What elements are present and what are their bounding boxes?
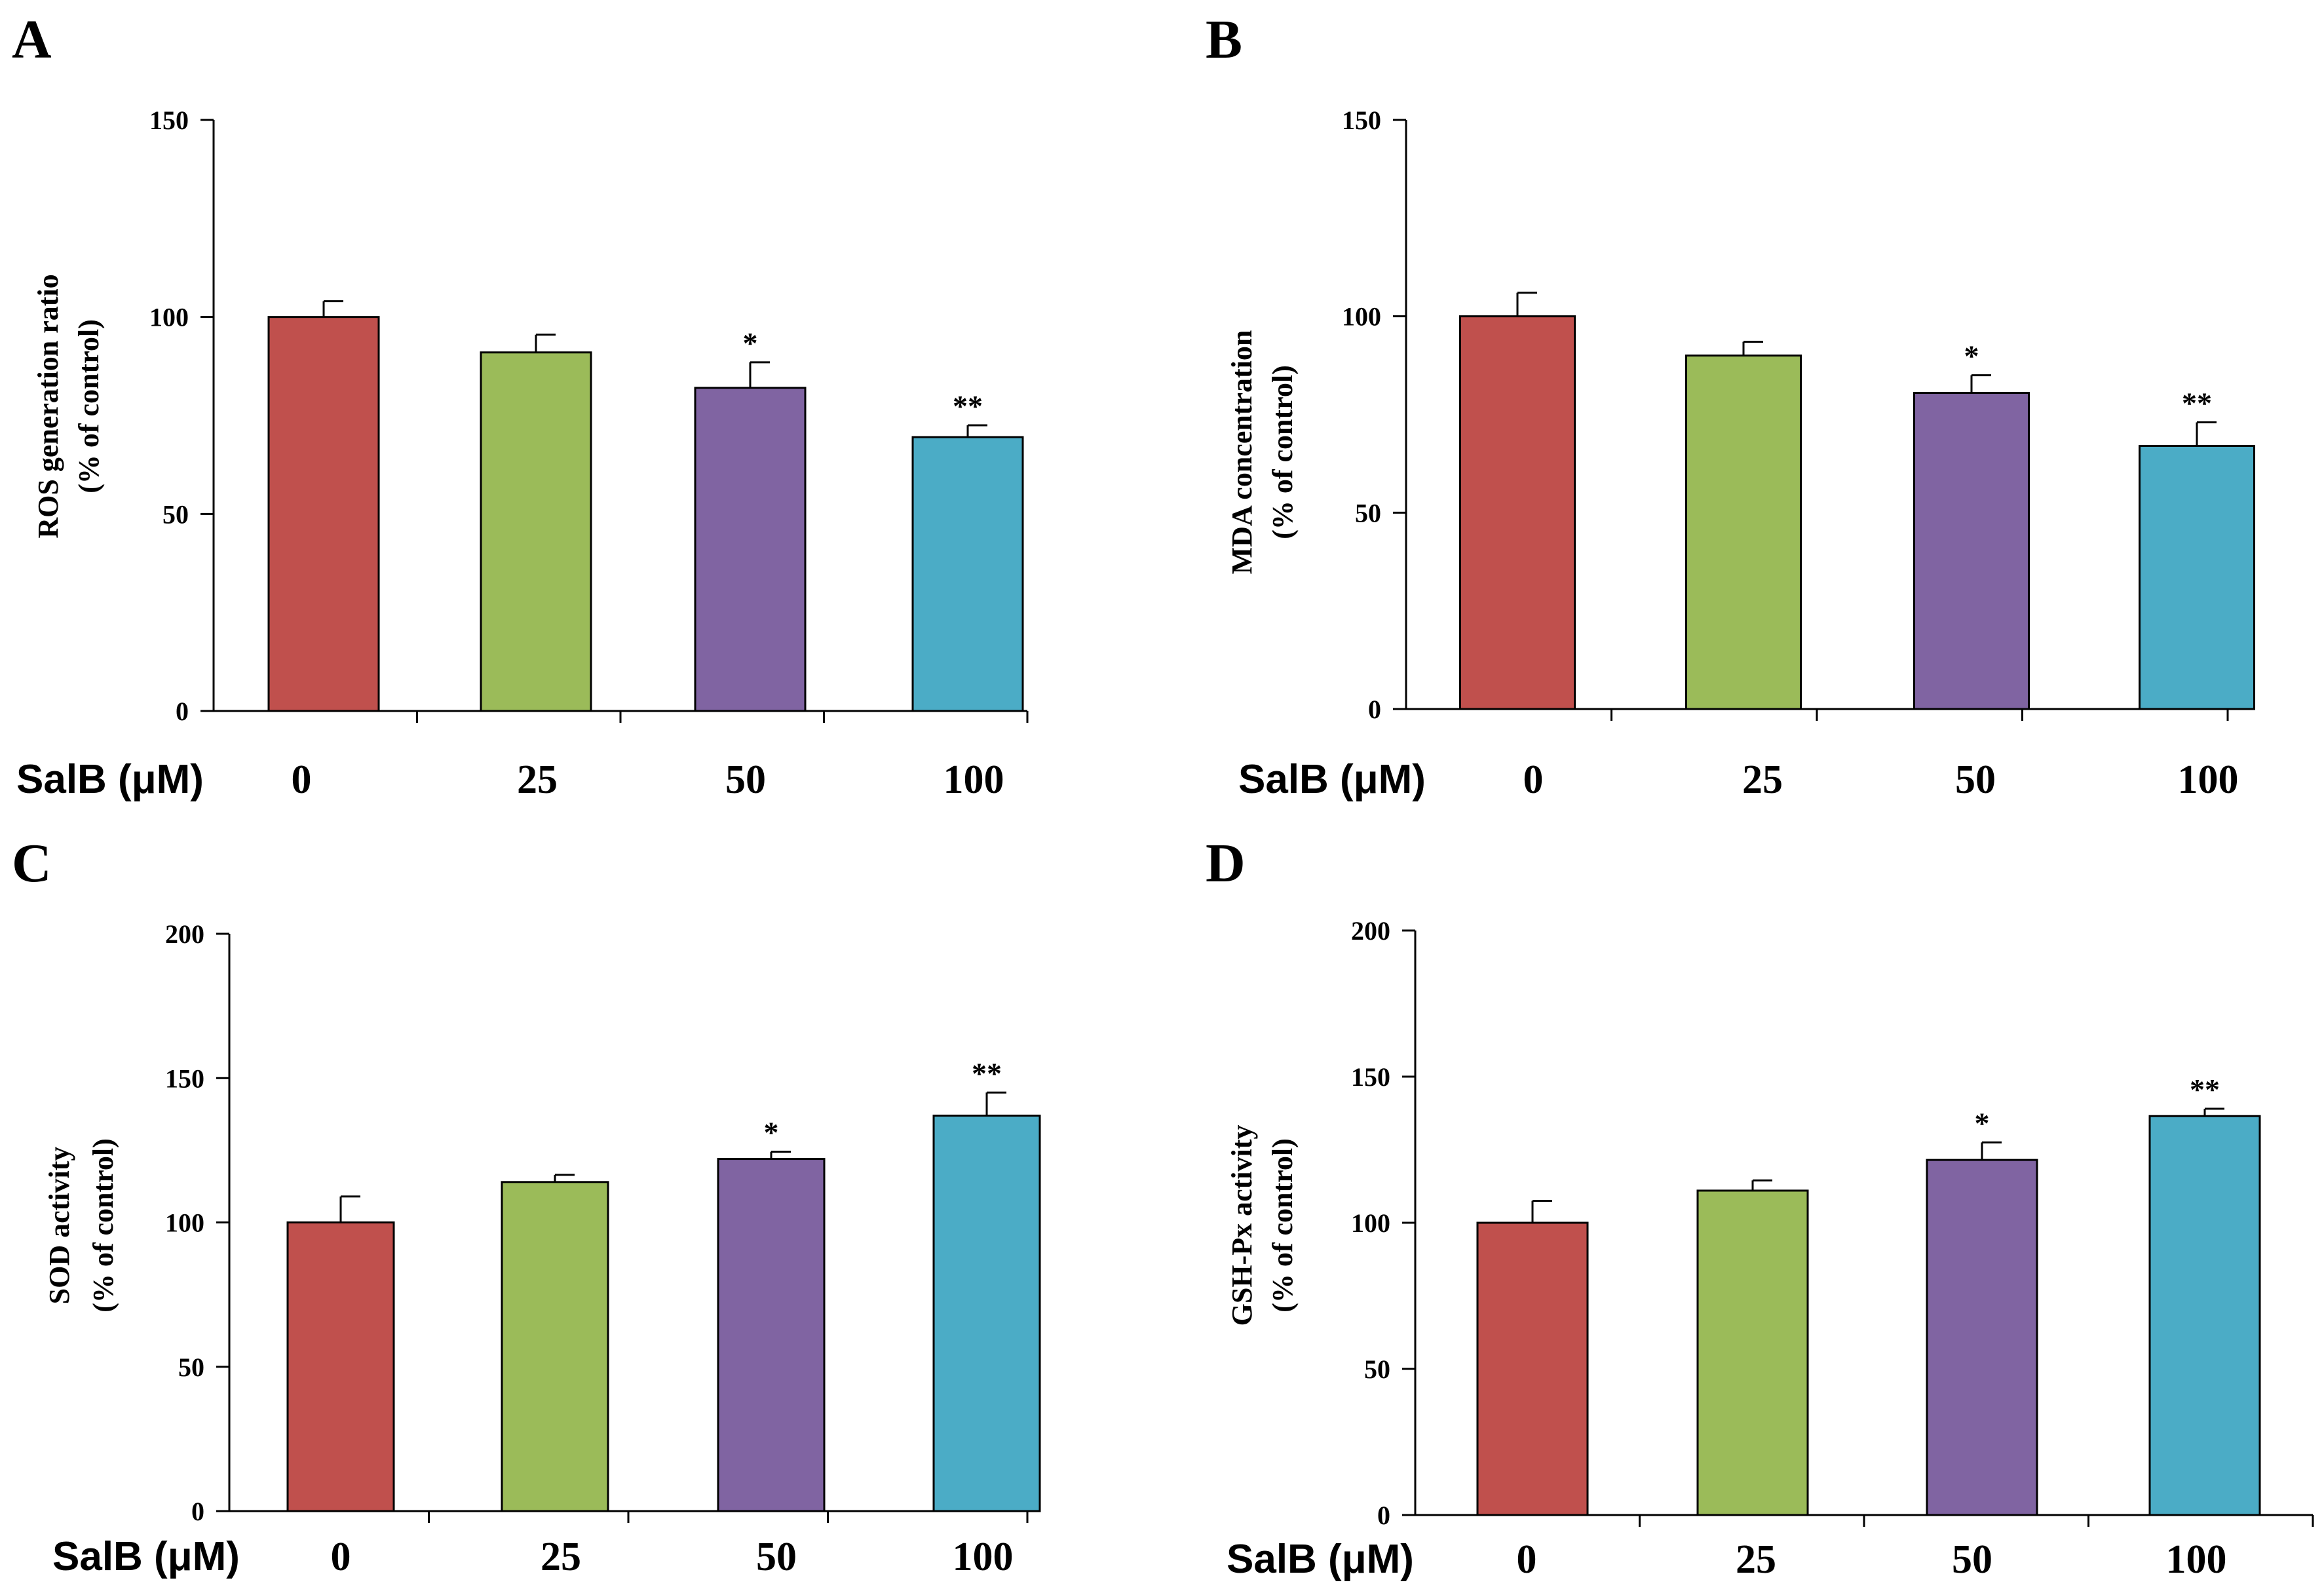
bar-25 bbox=[501, 1181, 609, 1512]
x-category-label: 0 bbox=[1523, 758, 1544, 802]
bar-0 bbox=[1459, 315, 1576, 710]
y-axis-subtitle: (% of control) bbox=[1267, 1138, 1299, 1313]
x-axis-title: SalB (μM) bbox=[52, 1534, 240, 1579]
panel-letter: B bbox=[1206, 9, 1242, 70]
bar-100 bbox=[2148, 1115, 2261, 1516]
significance-mark: * bbox=[743, 326, 758, 360]
x-category-label: 25 bbox=[1742, 758, 1783, 802]
y-axis-subtitle: (% of control) bbox=[73, 319, 105, 493]
x-category-label: 50 bbox=[1955, 758, 1996, 802]
y-tick-label: 100 bbox=[165, 1208, 204, 1238]
bar-100 bbox=[911, 436, 1024, 712]
bar-25 bbox=[1696, 1189, 1809, 1516]
significance-mark: ** bbox=[972, 1056, 1002, 1090]
bar-50 bbox=[1913, 392, 2030, 710]
significance-mark: * bbox=[1964, 339, 1979, 373]
bar-50 bbox=[1926, 1159, 2038, 1516]
y-tick-label: 150 bbox=[1342, 106, 1381, 135]
y-tick-label: 200 bbox=[1351, 916, 1390, 946]
significance-mark: * bbox=[1975, 1106, 1990, 1140]
x-category-label: 25 bbox=[1736, 1537, 1776, 1582]
y-tick-label: 50 bbox=[1355, 498, 1381, 528]
y-axis-title: MDA concentration bbox=[1226, 330, 1258, 575]
chart-panel-d: D 0 50 100 150 200 0 25 * 50 ** 100 SalB (μM) GSH-Px … bbox=[1206, 833, 2314, 1582]
significance-mark: ** bbox=[2182, 386, 2212, 419]
chart-panel-a: A 0 50 100 150 0 25 * 50 ** 100 SalB (μM) ROS genera… bbox=[12, 9, 1029, 802]
y-axis-title: ROS generation ratio bbox=[32, 274, 64, 538]
bar-25 bbox=[1685, 355, 1802, 710]
bar-25 bbox=[480, 351, 592, 712]
y-tick-label: 50 bbox=[178, 1353, 204, 1382]
x-category-label: 25 bbox=[517, 758, 558, 802]
y-tick-label: 150 bbox=[149, 106, 189, 135]
y-tick-label: 50 bbox=[162, 499, 189, 529]
y-tick-label: 100 bbox=[149, 303, 189, 332]
bar-100 bbox=[932, 1115, 1041, 1512]
y-tick-label: 0 bbox=[191, 1497, 204, 1526]
bar-0 bbox=[267, 316, 380, 712]
y-axis-subtitle: (% of control) bbox=[87, 1138, 119, 1313]
y-axis-subtitle: (% of control) bbox=[1267, 365, 1299, 539]
panel-letter: C bbox=[12, 833, 52, 894]
x-category-label: 50 bbox=[725, 758, 766, 802]
bar-0 bbox=[1476, 1221, 1589, 1516]
x-category-label: 100 bbox=[2166, 1537, 2227, 1582]
y-tick-label: 150 bbox=[165, 1064, 204, 1093]
y-axis-title: SOD activity bbox=[43, 1147, 75, 1305]
x-category-label: 0 bbox=[292, 758, 312, 802]
x-category-label: 50 bbox=[1952, 1537, 1992, 1582]
bar-50 bbox=[694, 387, 807, 712]
y-tick-label: 0 bbox=[176, 697, 189, 726]
x-axis-title: SalB (μM) bbox=[16, 757, 204, 802]
y-tick-label: 150 bbox=[1351, 1062, 1390, 1092]
x-category-label: 0 bbox=[1517, 1537, 1537, 1582]
bar-100 bbox=[2139, 444, 2255, 710]
significance-mark: * bbox=[764, 1116, 779, 1149]
bar-0 bbox=[286, 1221, 395, 1512]
panel-letter: A bbox=[12, 9, 52, 70]
chart-panel-b: B 0 50 100 150 0 25 * 50 ** 100 SalB (μM) MDA concen… bbox=[1206, 9, 2255, 802]
x-category-label: 25 bbox=[541, 1535, 581, 1579]
chart-panel-c: C 0 50 100 150 200 0 25 * 50 ** 100 SalB (μM) SOD act… bbox=[12, 833, 1041, 1579]
y-tick-label: 0 bbox=[1368, 695, 1381, 724]
x-category-label: 100 bbox=[943, 758, 1004, 802]
x-category-label: 0 bbox=[331, 1535, 351, 1579]
x-axis-title: SalB (μM) bbox=[1238, 757, 1426, 802]
x-category-label: 50 bbox=[756, 1535, 797, 1579]
y-axis-title: GSH-Px activity bbox=[1226, 1125, 1258, 1326]
x-category-label: 100 bbox=[2178, 758, 2239, 802]
y-tick-label: 0 bbox=[1377, 1501, 1390, 1530]
x-category-label: 100 bbox=[953, 1535, 1014, 1579]
y-tick-label: 50 bbox=[1364, 1354, 1390, 1384]
bar-50 bbox=[717, 1158, 826, 1512]
y-tick-label: 200 bbox=[165, 919, 204, 949]
y-tick-label: 100 bbox=[1342, 302, 1381, 332]
panel-letter: D bbox=[1206, 833, 1246, 894]
y-tick-label: 100 bbox=[1351, 1208, 1390, 1238]
x-axis-title: SalB (μM) bbox=[1227, 1537, 1414, 1582]
significance-mark: ** bbox=[2190, 1073, 2220, 1106]
significance-mark: ** bbox=[953, 389, 983, 423]
